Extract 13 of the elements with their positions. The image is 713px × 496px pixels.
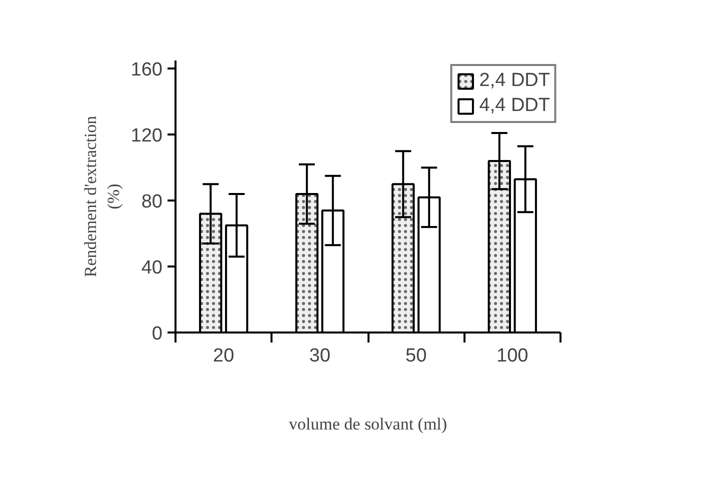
y-tick-label: 0 [152, 324, 163, 344]
y-tick-label: 160 [130, 60, 162, 81]
y-tick-label: 120 [130, 126, 162, 147]
legend-label: 2,4 DDT [479, 70, 550, 92]
x-tick-label: 100 [496, 346, 528, 366]
x-axis-title: volume de solvant (ml) [288, 414, 448, 434]
legend-label: 4,4 DDT [479, 95, 550, 117]
y-tick-label: 40 [141, 258, 163, 279]
x-tick-label: 30 [309, 346, 330, 366]
y-axis-title: Rendement d'extraction (%) [81, 115, 123, 278]
x-tick-label: 20 [213, 346, 234, 366]
y-tick-label: 80 [141, 192, 163, 213]
x-tick-label: 50 [406, 346, 427, 366]
